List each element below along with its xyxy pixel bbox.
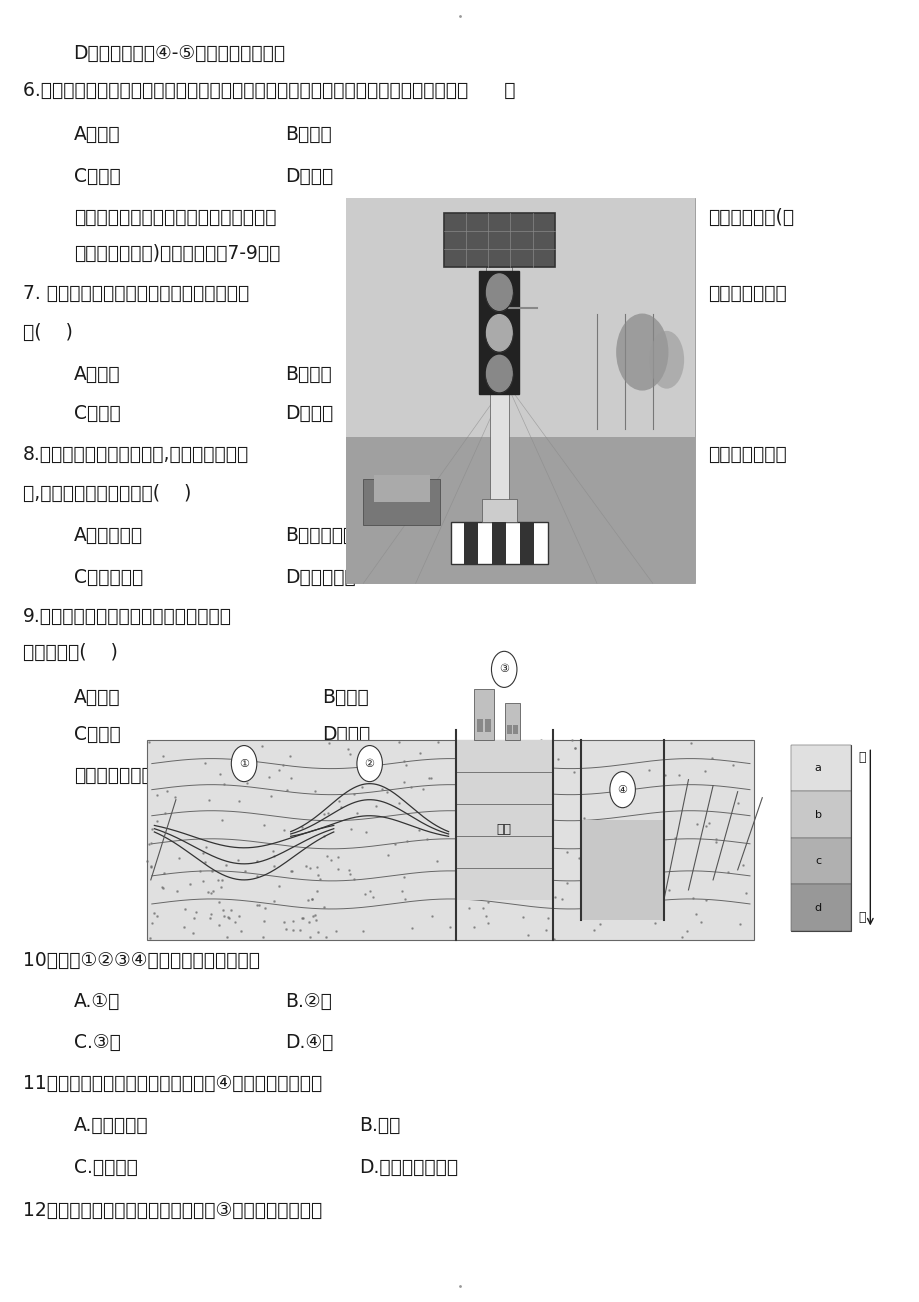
Text: C．大庆: C．大庆 xyxy=(74,725,120,745)
Text: 热板最佳的朝向: 热板最佳的朝向 xyxy=(708,284,787,303)
Text: 11、下列各项中，其地质构造与图中④所示区域一致的是: 11、下列各项中，其地质构造与图中④所示区域一致的是 xyxy=(23,1074,322,1094)
Text: d: d xyxy=(813,902,821,913)
Text: D.④处: D.④处 xyxy=(285,1032,334,1052)
Bar xyxy=(506,725,511,734)
Bar xyxy=(450,522,548,564)
Bar xyxy=(484,720,490,732)
Text: D.长江中下游平原: D.长江中下游平原 xyxy=(358,1157,458,1177)
Bar xyxy=(513,725,517,734)
Text: c: c xyxy=(814,857,821,866)
Text: D．中秋: D．中秋 xyxy=(285,167,333,186)
Circle shape xyxy=(486,315,512,352)
Text: 7. 若该交通信号灯在北京，你认为太阳能集: 7. 若该交通信号灯在北京，你认为太阳能集 xyxy=(23,284,249,303)
Ellipse shape xyxy=(616,314,668,391)
Text: A.喜马拉雅山: A.喜马拉雅山 xyxy=(74,1116,148,1135)
Bar xyxy=(346,437,694,583)
Text: ②: ② xyxy=(364,759,374,768)
Circle shape xyxy=(609,772,635,807)
Bar xyxy=(486,267,512,271)
Text: A．春节: A．春节 xyxy=(74,125,120,145)
Text: 的亮度会出现变: 的亮度会出现变 xyxy=(708,445,787,465)
Text: 8.某人注意到在一周白天中,同一交通信号灯: 8.某人注意到在一周白天中,同一交通信号灯 xyxy=(23,445,249,465)
Ellipse shape xyxy=(649,331,684,389)
Text: B．向西: B．向西 xyxy=(285,365,332,384)
Text: C．天气状况: C．天气状况 xyxy=(74,568,142,587)
Circle shape xyxy=(486,273,512,310)
Text: B.②处: B.②处 xyxy=(285,992,332,1012)
Bar xyxy=(492,522,505,564)
Bar xyxy=(489,255,508,534)
Text: C.③处: C.③处 xyxy=(74,1032,120,1052)
Bar xyxy=(476,720,482,732)
Circle shape xyxy=(486,355,512,392)
Text: ④: ④ xyxy=(617,785,627,794)
Text: A．向北: A．向北 xyxy=(74,365,120,384)
Text: B．清明: B．清明 xyxy=(285,125,332,145)
Text: 的交通信号灯(采: 的交通信号灯(采 xyxy=(708,208,794,228)
Bar xyxy=(790,838,850,884)
Bar xyxy=(363,479,439,526)
Text: C.渭河平原: C.渭河平原 xyxy=(74,1157,137,1177)
Bar xyxy=(473,690,494,740)
Text: b: b xyxy=(813,810,821,819)
Text: ①: ① xyxy=(239,759,249,768)
Bar xyxy=(443,214,554,267)
Bar xyxy=(520,522,534,564)
Text: 6.春节、清明、端午、中秋都是我国的传统节日。下列传统节日中，鹤岗白昼最长的是（      ）: 6.春节、清明、端午、中秋都是我国的传统节日。下列传统节日中，鹤岗白昼最长的是（… xyxy=(23,81,515,100)
Bar xyxy=(479,271,519,395)
Text: D．向东: D．向东 xyxy=(285,404,333,423)
Text: C．端午: C．端午 xyxy=(74,167,120,186)
Bar xyxy=(346,198,694,437)
Text: a: a xyxy=(814,763,821,773)
Text: B．重庆: B．重庆 xyxy=(322,687,369,707)
Bar xyxy=(147,740,753,940)
Bar xyxy=(790,884,850,931)
Text: 新: 新 xyxy=(857,751,865,764)
Text: ③: ③ xyxy=(499,664,508,674)
Text: B．电网供电: B．电网供电 xyxy=(285,526,354,546)
Text: B.庐山: B.庐山 xyxy=(358,1116,400,1135)
Text: 12、下列各项中，其地质构造与图中③所示区域一致的是: 12、下列各项中，其地质构造与图中③所示区域一致的是 xyxy=(23,1200,322,1220)
Text: 化,你认为影响因素主要是(    ): 化,你认为影响因素主要是( ) xyxy=(23,484,191,504)
Text: 地质学上，将地壳运动引起的地壳的变形、变位称为地质构造。读下图回答10-12题。: 地质学上，将地壳运动引起的地壳的变形、变位称为地质构造。读下图回答10-12题。 xyxy=(74,766,521,785)
Circle shape xyxy=(491,651,516,687)
Bar xyxy=(373,475,429,503)
Text: 是(    ): 是( ) xyxy=(23,323,73,342)
Text: 用太阳能为电源)。据此完成第7-9题。: 用太阳能为电源)。据此完成第7-9题。 xyxy=(74,243,279,263)
Text: 效果会更好(    ): 效果会更好( ) xyxy=(23,643,118,663)
Text: D．交通流量: D．交通流量 xyxy=(285,568,356,587)
Text: 地垒: 地垒 xyxy=(496,823,511,836)
Text: C．向南: C．向南 xyxy=(74,404,120,423)
Text: A．拉萨: A．拉萨 xyxy=(74,687,120,707)
Bar xyxy=(790,745,850,792)
Bar xyxy=(346,198,694,583)
Bar xyxy=(790,792,850,838)
Text: 在城市十字路口处，我们常见到右图所示: 在城市十字路口处，我们常见到右图所示 xyxy=(74,208,276,228)
Text: A．海拔高度: A．海拔高度 xyxy=(74,526,142,546)
Circle shape xyxy=(357,746,382,781)
Text: D．直射点位于④-⑤之间，并向北移动: D．直射点位于④-⑤之间，并向北移动 xyxy=(74,44,286,64)
Bar xyxy=(790,745,850,931)
Bar xyxy=(455,740,552,900)
Text: 10、图中①②③④各处，为向斜构造的是: 10、图中①②③④各处，为向斜构造的是 xyxy=(23,950,260,970)
Circle shape xyxy=(231,746,256,781)
Text: D．海口: D．海口 xyxy=(322,725,369,745)
Bar xyxy=(482,499,516,522)
Bar xyxy=(504,703,520,740)
Text: 老: 老 xyxy=(857,911,865,924)
Text: 9.下列哪一地区大量设置这种交通信号灯: 9.下列哪一地区大量设置这种交通信号灯 xyxy=(23,607,232,626)
Bar xyxy=(581,820,664,921)
Text: A.①处: A.①处 xyxy=(74,992,119,1012)
Bar xyxy=(464,522,478,564)
